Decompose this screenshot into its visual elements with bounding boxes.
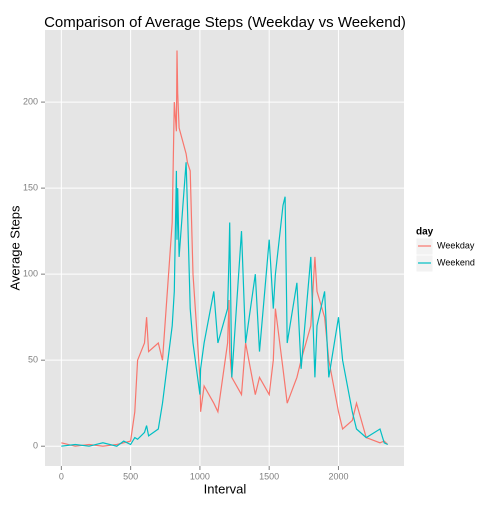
series-line bbox=[61, 162, 388, 447]
legend-title: day bbox=[416, 227, 434, 238]
y-axis-label: Average Steps bbox=[7, 205, 22, 291]
x-tick-label: 1000 bbox=[190, 471, 210, 481]
y-tick-label: 150 bbox=[23, 182, 38, 192]
x-tick-label: 500 bbox=[123, 471, 138, 481]
legend-label: Weekday bbox=[437, 240, 475, 250]
x-tick-label: 2000 bbox=[328, 471, 348, 481]
chart-title: Comparison of Average Steps (Weekday vs … bbox=[44, 14, 406, 31]
y-tick-label: 0 bbox=[33, 441, 38, 451]
plot-background bbox=[45, 30, 404, 466]
y-tick-label: 100 bbox=[23, 269, 38, 279]
x-tick-label: 1500 bbox=[259, 471, 279, 481]
y-tick-label: 50 bbox=[28, 355, 38, 365]
x-tick-label: 0 bbox=[59, 471, 64, 481]
series-line bbox=[61, 50, 389, 447]
legend-label: Weekend bbox=[437, 257, 475, 267]
x-axis-label: Interval bbox=[204, 481, 247, 496]
y-tick-label: 200 bbox=[23, 96, 38, 106]
